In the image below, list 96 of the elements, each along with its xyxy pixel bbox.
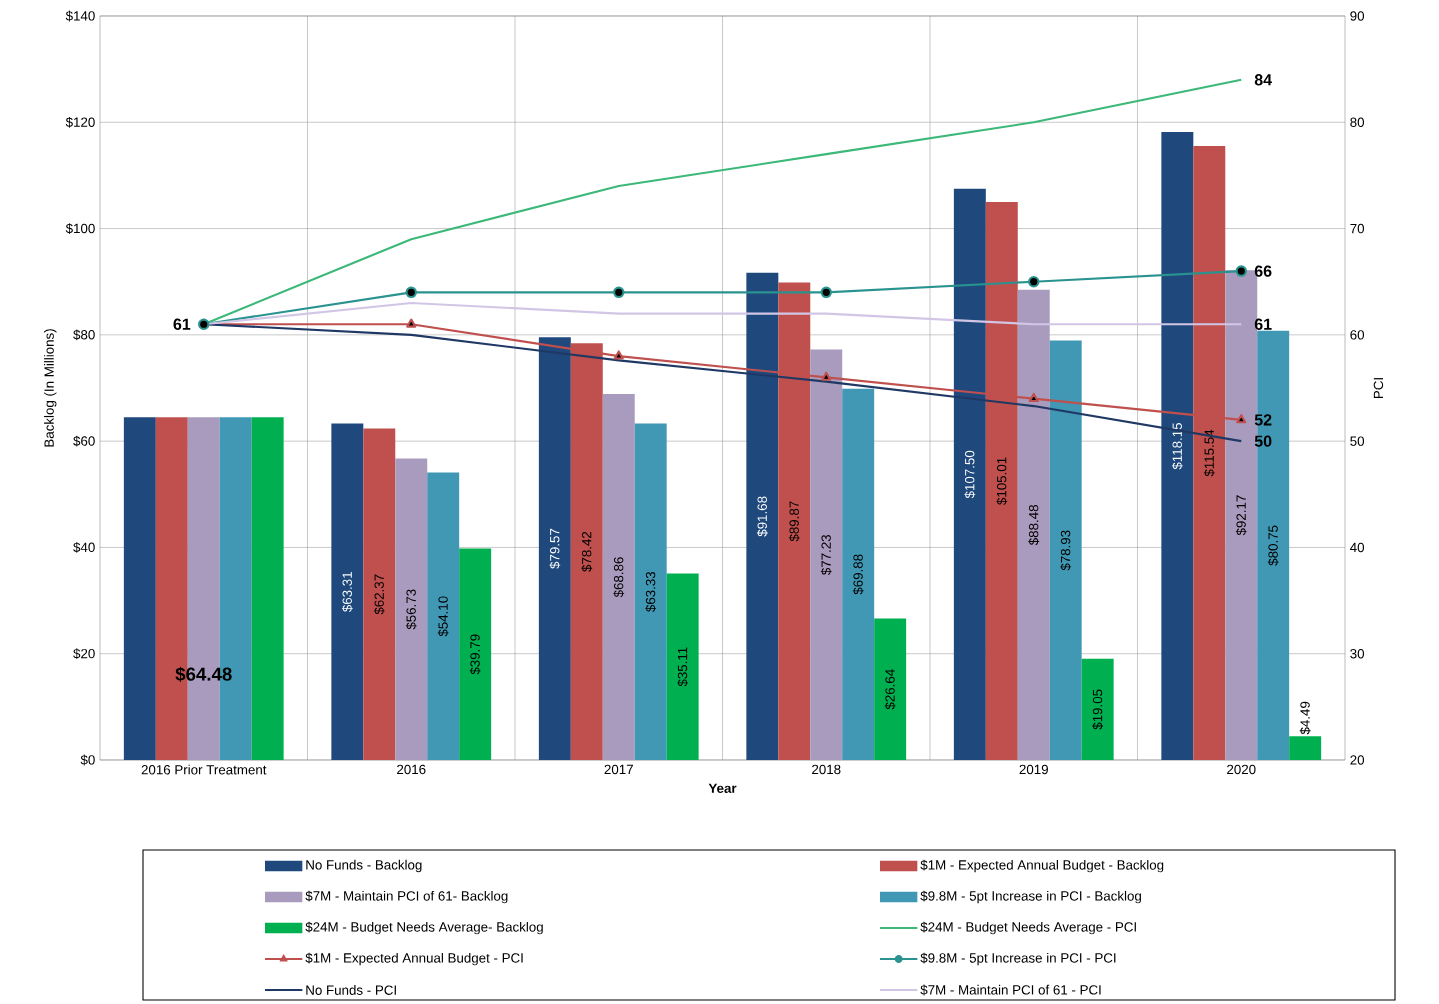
y-tick-label: $80	[73, 329, 95, 341]
data-label: $107.50	[964, 450, 976, 499]
data-label: $105.01	[996, 457, 1008, 505]
bar	[1289, 736, 1322, 760]
x-tick-label: 2016	[397, 764, 426, 775]
bar	[842, 388, 875, 760]
bar	[395, 458, 428, 760]
y-tick-label: $0	[80, 754, 95, 766]
data-label: 61	[1254, 318, 1272, 330]
bar	[1081, 658, 1114, 760]
y-tick-label: $20	[73, 648, 95, 660]
data-label: 66	[1254, 265, 1272, 277]
point	[406, 318, 417, 328]
bar	[1161, 132, 1194, 760]
point	[820, 286, 832, 299]
data-label: $26.64	[884, 669, 896, 710]
bar	[953, 188, 986, 760]
legend-label: No Funds - PCI	[306, 985, 396, 995]
point	[613, 286, 625, 299]
y2-tick-label: 70	[1350, 223, 1365, 234]
data-label: $77.23	[820, 534, 832, 576]
bar	[602, 394, 635, 760]
data-label: $92.17	[1235, 495, 1247, 536]
point	[821, 371, 832, 381]
data-label: $39.79	[469, 634, 481, 675]
y2-tick-label: 20	[1350, 755, 1365, 765]
legend-label: $24M - Budget Needs Average - PCI	[920, 921, 1136, 935]
legend-label: $1M - Expected Annual Budget - PCI	[305, 952, 523, 966]
data-label: 61	[173, 318, 191, 330]
point	[1236, 414, 1247, 424]
bar	[666, 573, 699, 760]
bar	[363, 428, 396, 760]
legend-label: $7M - Maintain PCI of 61 - PCI	[920, 984, 1101, 996]
x-tick-label: 2020	[1227, 764, 1256, 775]
bar	[874, 618, 907, 760]
y-axis-title: Backlog (In Millions)	[44, 329, 57, 447]
bar	[459, 548, 492, 760]
bar	[1257, 330, 1290, 760]
data-label: $88.48	[1028, 505, 1040, 546]
y2-tick-label: 30	[1350, 649, 1365, 659]
data-label: 84	[1254, 74, 1272, 86]
legend-label: No Funds - Backlog	[306, 859, 422, 873]
y2-tick-label: 40	[1350, 542, 1365, 553]
point	[405, 286, 417, 299]
y2-tick-label: 50	[1350, 436, 1365, 446]
data-label: $115.54	[1203, 429, 1215, 477]
y2-tick-label: 80	[1350, 117, 1365, 127]
legend-label: $9.8M - 5pt Increase in PCI - Backlog	[920, 890, 1141, 904]
point	[1028, 392, 1039, 403]
y-tick-label: $140	[65, 10, 95, 22]
y2-tick-label: 60	[1350, 330, 1365, 340]
x-tick-label: 2017	[604, 764, 633, 775]
bar	[251, 417, 284, 760]
y-tick-label: $40	[73, 542, 95, 553]
data-label: $91.68	[756, 496, 768, 537]
legend-label: $7M - Maintain PCI of 61- Backlog	[305, 890, 508, 904]
data-label: $78.42	[581, 531, 593, 572]
data-label: $68.86	[613, 557, 625, 598]
data-label: $63.31	[341, 572, 353, 613]
data-label: $80.75	[1267, 525, 1279, 566]
data-label: $63.33	[645, 571, 657, 612]
x-tick-label: 2016 Prior Treatment	[141, 764, 267, 775]
bar	[123, 417, 156, 760]
data-label: $79.57	[549, 528, 561, 569]
data-label: $19.05	[1092, 689, 1104, 730]
bar	[538, 337, 571, 760]
data-label: $54.10	[437, 596, 449, 637]
y-tick-label: $120	[65, 116, 95, 128]
bar	[746, 272, 779, 760]
data-label: $78.93	[1060, 530, 1072, 571]
data-label: $69.88	[852, 554, 864, 595]
y-tick-label: $60	[73, 435, 95, 447]
y2-tick-label: 90	[1350, 11, 1365, 21]
data-label: $118.15	[1171, 423, 1183, 470]
bar	[810, 349, 843, 760]
x-axis-title: Year	[708, 783, 737, 793]
x-tick-label: 2018	[812, 764, 841, 775]
bar	[427, 472, 460, 760]
point	[1028, 275, 1040, 288]
x-tick-label: 2019	[1019, 764, 1048, 775]
legend-label: $1M - Expected Annual Budget - Backlog	[920, 859, 1164, 873]
bar	[634, 423, 667, 760]
data-label: $62.37	[373, 574, 385, 615]
bar	[331, 423, 364, 760]
legend-label: $9.8M - 5pt Increase in PCI - PCI	[920, 952, 1116, 966]
y2-axis-title: PCI	[1373, 378, 1384, 399]
legend-label: $24M - Budget Needs Average- Backlog	[305, 921, 543, 935]
data-label: $89.87	[788, 501, 800, 542]
point	[1235, 265, 1247, 277]
bar	[1017, 289, 1050, 760]
y-tick-label: $100	[65, 223, 95, 234]
data-label: $35.11	[677, 647, 689, 687]
bar	[1049, 340, 1082, 760]
data-label: $4.49	[1299, 701, 1311, 735]
point	[613, 350, 624, 360]
data-label: $56.73	[405, 589, 417, 630]
